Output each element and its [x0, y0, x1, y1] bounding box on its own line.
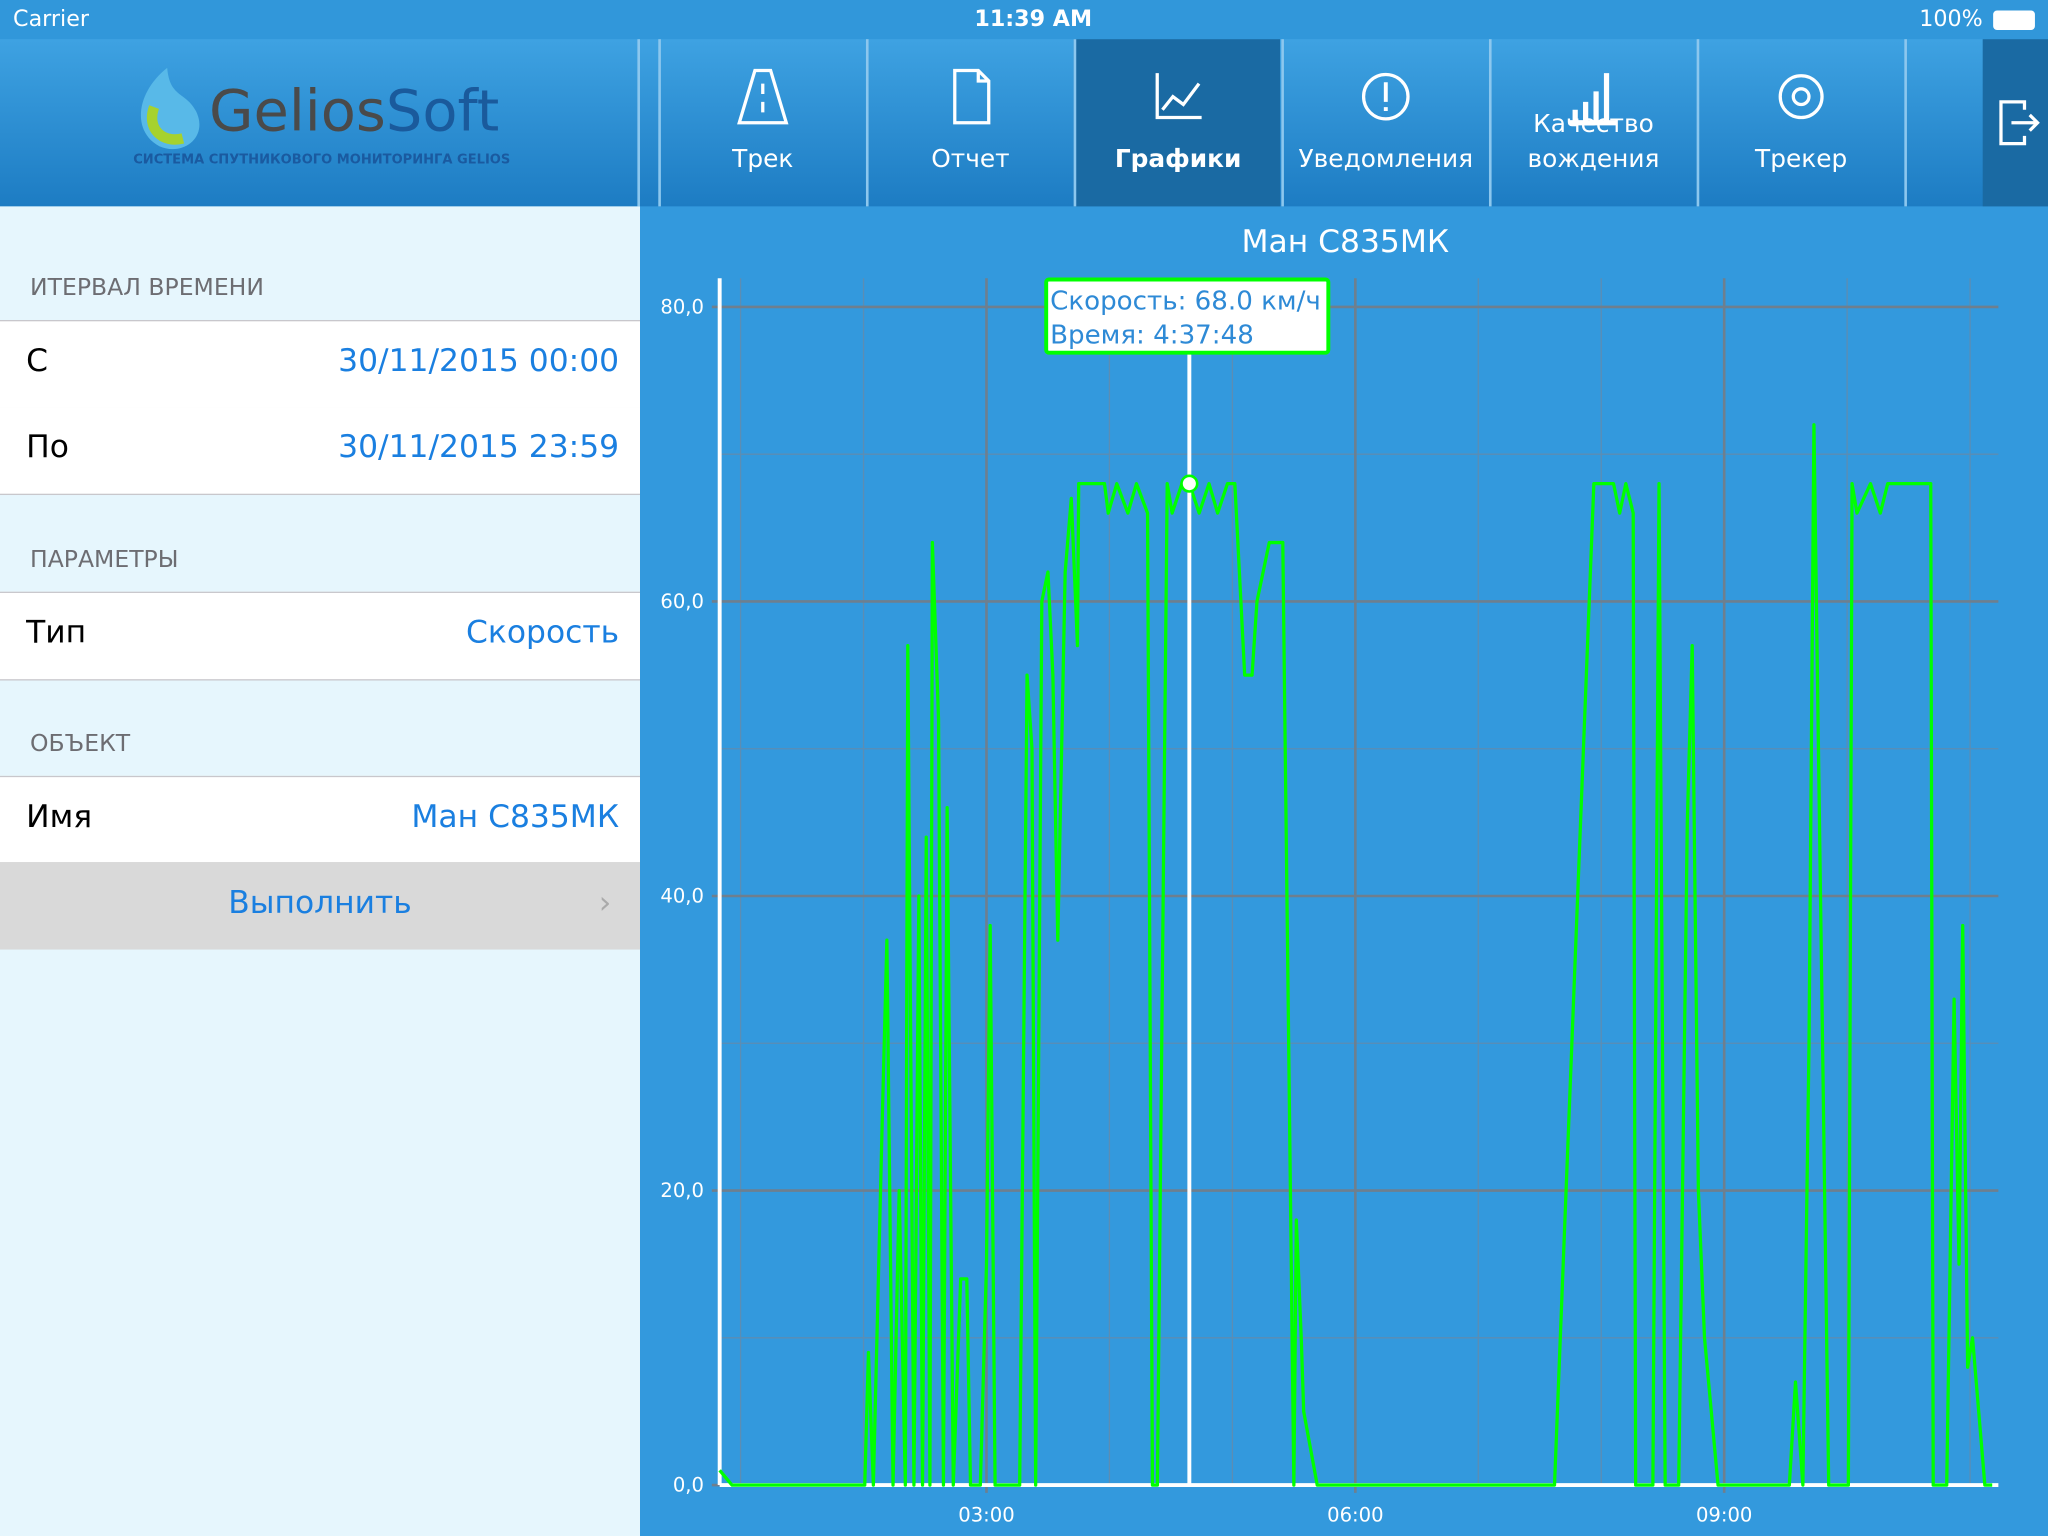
- chart: Ман С835МК 0,0 20,0 40,0 60,0 80,0 03:00 06:00…: [660, 224, 1999, 1527]
- y-tick-label: 20,0: [660, 1179, 704, 1202]
- row-label: По: [26, 428, 69, 465]
- icon-path: [953, 68, 991, 125]
- icon-path: [1155, 73, 1202, 120]
- tab-label: Качество вождения: [1527, 109, 1660, 174]
- tab[interactable]: Отчет: [865, 39, 1072, 207]
- tab-label: Трекер: [1755, 144, 1848, 174]
- tab[interactable]: Трек: [658, 39, 864, 207]
- tab-label: Трек: [732, 144, 794, 174]
- section-header: ОБЪЕКТ: [30, 730, 131, 758]
- y-tick-label: 40,0: [660, 885, 704, 908]
- row-value: 30/11/2015 00:00: [338, 342, 620, 379]
- form-row[interactable]: По 30/11/2015 23:59: [0, 407, 640, 496]
- series-line: [718, 423, 1993, 1487]
- tab[interactable]: Качество вождения: [1488, 39, 1695, 207]
- battery-level: 100%: [1919, 6, 1983, 33]
- y-tick-label: 0,0: [673, 1474, 704, 1497]
- tab-icon: [1361, 72, 1410, 121]
- chevron: ›: [598, 884, 612, 921]
- row-label: Тип: [26, 613, 87, 651]
- x-tick-label: 09:00: [1696, 1504, 1752, 1527]
- logout-button[interactable]: [1982, 39, 2048, 207]
- icon-path: [1999, 100, 2040, 146]
- button-label: Выполнить: [228, 884, 412, 921]
- y-tick-label: 80,0: [660, 295, 704, 318]
- logo-part: Gelios: [209, 78, 386, 145]
- header: GeliosSoft СИСТЕМА СПУТНИКОВОГО МОНИТОРИ…: [0, 39, 2048, 207]
- row-value: 30/11/2015 23:59: [338, 428, 620, 465]
- x-tick-label: 06:00: [1327, 1504, 1383, 1527]
- icon-path: [1778, 74, 1824, 120]
- row-label: Имя: [26, 798, 93, 835]
- icon-path: [737, 68, 789, 125]
- icon-path: [1569, 73, 1617, 126]
- tab-label: Уведомления: [1298, 144, 1474, 174]
- form-row[interactable]: Тип Скорость: [0, 591, 640, 681]
- logo-swirl: [146, 105, 185, 145]
- status-bar: Carrier 11:39 AM 100%: [0, 0, 2048, 40]
- cursor-point: [1180, 474, 1199, 493]
- tooltip-text: Время: 4:37:48: [1050, 321, 1254, 351]
- tab-icon: [1778, 74, 1824, 120]
- logo-part: Soft: [386, 78, 499, 145]
- tab[interactable]: Трекер: [1696, 39, 1903, 207]
- form-row[interactable]: Имя Ман С835МК: [0, 775, 640, 865]
- tab-icon: [953, 68, 991, 125]
- form-row[interactable]: С 30/11/2015 00:00: [0, 319, 640, 409]
- icon-path: [1791, 87, 1811, 107]
- settings-panel: ИТЕРВАЛ ВРЕМЕНИ С 30/11/2015 00:00 По 30/11/…: [0, 206, 640, 1536]
- run-button[interactable]: Выполнить ›: [0, 862, 640, 950]
- tab-icon: [737, 68, 789, 125]
- logout-icon: [1999, 100, 2040, 146]
- logo: GeliosSoft СИСТЕМА СПУТНИКОВОГО МОНИТОРИ…: [133, 67, 510, 167]
- y-tick-label: 60,0: [660, 590, 704, 613]
- icon-path: [1361, 72, 1410, 121]
- divider: [637, 39, 640, 207]
- row-label: С: [26, 342, 49, 379]
- logo-text: GeliosSoft: [209, 78, 499, 145]
- row-value: Скорость: [466, 613, 620, 651]
- tab-icon: [1155, 73, 1202, 120]
- tab-label: Графики: [1114, 144, 1242, 174]
- tooltip-text: Скорость: 68.0 км/ч: [1050, 287, 1321, 317]
- battery-icon: [1993, 10, 2035, 31]
- tab[interactable]: Графики: [1073, 39, 1280, 207]
- section-header: ИТЕРВАЛ ВРЕМЕНИ: [30, 274, 264, 302]
- tab-label: Отчет: [931, 144, 1010, 174]
- carrier: Carrier: [13, 6, 89, 33]
- tab[interactable]: Уведомления: [1281, 39, 1487, 207]
- row-value: Ман С835МК: [411, 798, 620, 835]
- tab-icon: [1569, 73, 1617, 126]
- section-header: ПАРАМЕТРЫ: [30, 545, 179, 574]
- x-tick-label: 03:00: [958, 1504, 1014, 1527]
- chart-title: Ман С835МК: [1241, 224, 1449, 260]
- clock: 11:39 AM: [974, 6, 1093, 33]
- tooltip-box: [1044, 277, 1331, 355]
- logo-subtitle: СИСТЕМА СПУТНИКОВОГО МОНИТОРИНГА GELIOS: [133, 152, 510, 167]
